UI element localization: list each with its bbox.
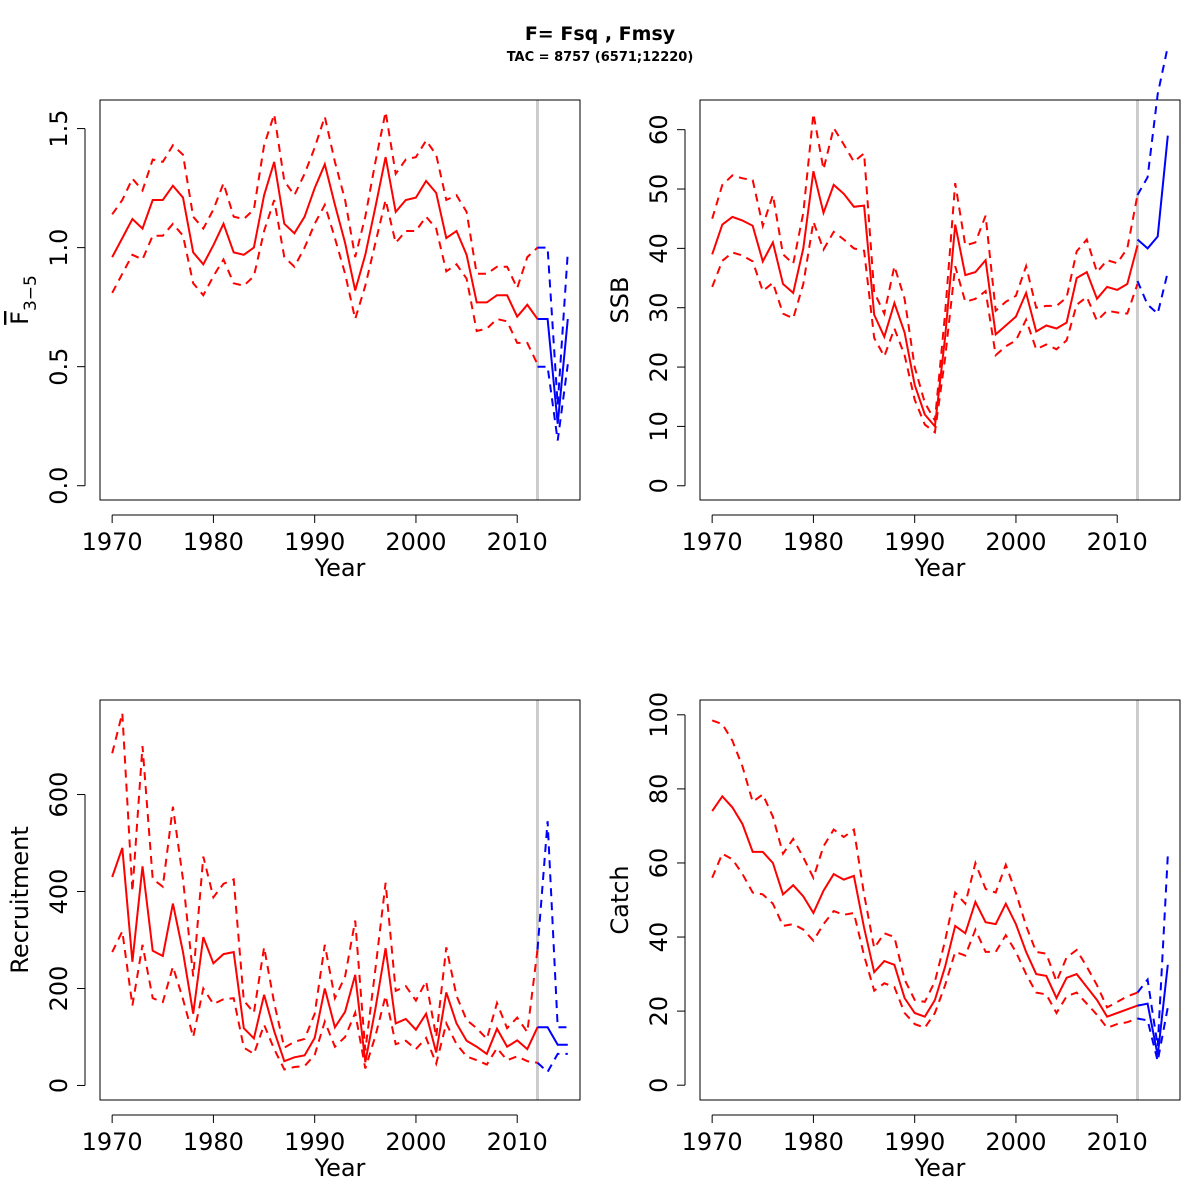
x-tick-label: 1970 [82, 528, 143, 556]
y-tick-label: 60 [645, 848, 673, 879]
x-tick-label: 2000 [985, 528, 1046, 556]
panel-ssb: 1970 1980 1990 2000 2010 0 10 20 30 40 50 60 Year SSB [606, 46, 1181, 582]
y-tick-label: 80 [645, 774, 673, 805]
x-axis-title: Year [914, 1154, 966, 1182]
y-tick-label: 0.0 [45, 467, 73, 505]
y-tick-label: 20 [645, 352, 673, 383]
x-tick-label: 2010 [1087, 528, 1148, 556]
panel-recruitment: 1970 1980 1990 2000 2010 0 200 400 600 Year Recrui… [6, 699, 581, 1182]
series-historical-lower [111, 199, 539, 365]
x-tick-label: 1980 [183, 528, 244, 556]
series-forecast-lower [1136, 271, 1169, 316]
y-tick-label: 60 [645, 114, 673, 145]
y-axis-title-main: F [6, 311, 34, 325]
y-tick-label: 1.5 [45, 109, 73, 147]
x-tick-label: 2010 [1087, 1128, 1148, 1156]
y-tick-label: 30 [645, 292, 673, 323]
plot-frame [699, 99, 1181, 501]
series-historical-lower [111, 927, 538, 1071]
y-tick-label: 1.0 [45, 229, 73, 267]
y-axis-title-main: Catch [606, 865, 634, 934]
y-axis-title-main: Recruitment [6, 826, 34, 973]
y-tick-label: 0 [45, 1078, 73, 1093]
y-tick-label: 10 [645, 411, 673, 442]
x-tick-label: 2010 [487, 1128, 548, 1156]
series-forecast-median [1136, 135, 1169, 250]
series-forecast-lower [1137, 1007, 1169, 1062]
y-axis-title-main: SSB [606, 277, 634, 324]
y-tick-label: 200 [45, 966, 73, 1012]
x-axis-title: Year [914, 554, 966, 582]
plot-frame [99, 99, 581, 501]
y-tick-label: 400 [45, 869, 73, 915]
x-tick-label: 1990 [884, 1128, 945, 1156]
x-tick-label: 1990 [284, 528, 345, 556]
series-forecast-median [537, 318, 569, 424]
x-tick-label: 1980 [783, 1128, 844, 1156]
series-forecast-upper [536, 821, 568, 1029]
panel-fbar: 1970 1980 1990 2000 2010 0.0 0.5 1.0 1.5 Year F3−5 [6, 99, 581, 582]
plot-frame [699, 699, 1181, 1101]
y-tick-label: 100 [645, 692, 673, 738]
y-axis-title-subscript: 3−5 [21, 275, 41, 311]
series-forecast-median [537, 1026, 568, 1046]
series-historical-upper [111, 111, 539, 291]
y-axis-title: Recruitment [6, 826, 34, 973]
y-tick-label: 0 [645, 478, 673, 493]
series-forecast-median [1137, 964, 1169, 1056]
x-tick-label: 1970 [82, 1128, 143, 1156]
x-tick-label: 1980 [783, 528, 844, 556]
x-axis-title: Year [314, 1154, 366, 1182]
x-tick-label: 2000 [385, 528, 446, 556]
series-forecast-upper [537, 246, 569, 405]
series-forecast-lower [536, 1052, 568, 1074]
series-historical-upper [711, 719, 1138, 1009]
series-historical-median [111, 847, 539, 1063]
y-tick-label: 0 [645, 1078, 673, 1093]
x-tick-label: 1990 [884, 528, 945, 556]
series-historical-upper [111, 712, 539, 1051]
y-axis-title: SSB [606, 277, 634, 324]
y-tick-label: 600 [45, 772, 73, 818]
x-tick-label: 2000 [385, 1128, 446, 1156]
series-historical-median [111, 156, 539, 320]
y-axis-title: F3−5 [6, 275, 41, 325]
y-tick-label: 40 [645, 233, 673, 264]
plot-frame [99, 699, 581, 1101]
series-historical-median [711, 794, 1138, 1018]
x-tick-label: 1990 [284, 1128, 345, 1156]
y-tick-label: 0.5 [45, 348, 73, 386]
y-tick-label: 20 [645, 996, 673, 1027]
panel-catch: 1970 1980 1990 2000 2010 0 20 40 60 80 100 Year Catc… [606, 692, 1181, 1182]
x-axis-title: Year [314, 554, 366, 582]
x-tick-label: 2010 [487, 528, 548, 556]
series-forecast-upper [1136, 46, 1169, 196]
series-historical-median [711, 170, 1139, 429]
x-tick-label: 1970 [682, 528, 743, 556]
y-axis-title: Catch [606, 865, 634, 934]
x-tick-label: 1970 [682, 1128, 743, 1156]
series-historical-lower [711, 217, 1139, 435]
figure-title: F= Fsq , Fmsy [525, 23, 676, 45]
series-forecast-lower [537, 364, 569, 441]
x-tick-label: 2000 [985, 1128, 1046, 1156]
y-tick-label: 40 [645, 922, 673, 953]
y-tick-label: 50 [645, 174, 673, 205]
x-tick-label: 1980 [183, 1128, 244, 1156]
figure-subtitle: TAC = 8757 (6571;12220) [507, 50, 694, 65]
